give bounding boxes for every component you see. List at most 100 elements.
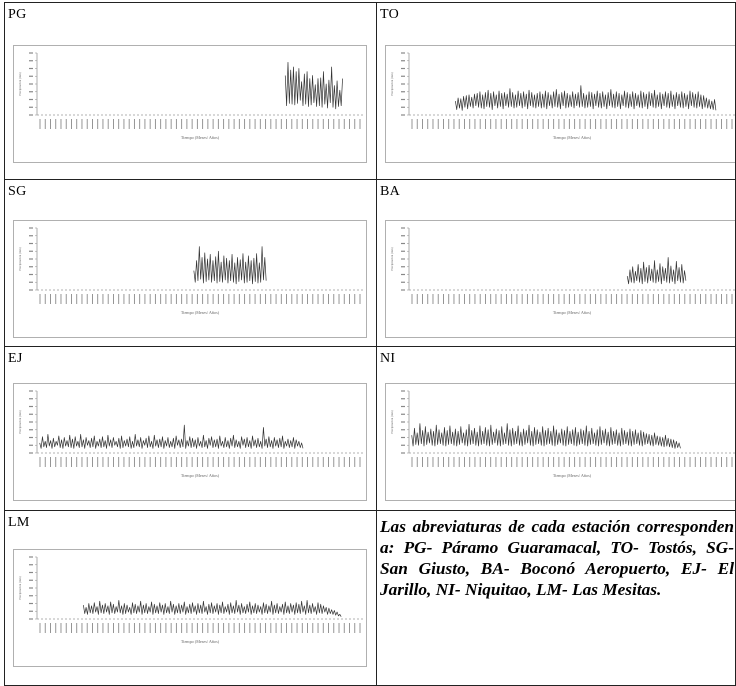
- y-tick-label: [29, 618, 33, 619]
- y-tick-label: [401, 406, 405, 407]
- y-tick-label: [401, 107, 405, 108]
- y-tick-label: [29, 437, 33, 438]
- y-axis-label: Precipitación (mm): [390, 72, 394, 95]
- y-tick-label: [29, 282, 33, 283]
- y-tick-label: [29, 227, 33, 228]
- chart-svg-lm: Precipitación (mm) Tiempo (Meses/ Años): [13, 549, 367, 667]
- y-tick-label: [29, 235, 33, 236]
- y-tick-label: [401, 282, 405, 283]
- y-tick-label: [29, 68, 33, 69]
- chart-svg-ej: Precipitación (mm) Tiempo (Meses/ Años): [13, 383, 367, 501]
- y-tick-label: [29, 289, 33, 290]
- cell-ba: BA Precipitación (mm) Tiempo (Meses/ Años…: [376, 179, 736, 347]
- y-axis-label: Precipitación (mm): [18, 410, 22, 433]
- y-tick-label: [401, 421, 405, 422]
- station-label-to: TO: [380, 7, 399, 23]
- y-tick-label: [29, 258, 33, 259]
- station-label-ni: NI: [380, 351, 395, 367]
- y-tick-label: [401, 414, 405, 415]
- y-tick-label: [29, 595, 33, 596]
- y-tick-label: [29, 398, 33, 399]
- y-axis-label: Precipitación (mm): [390, 247, 394, 270]
- y-tick-label: [29, 429, 33, 430]
- y-tick-label: [401, 258, 405, 259]
- y-tick-label: [401, 235, 405, 236]
- cell-to: TO Precipitación (mm) Tiempo (Meses/ Años…: [376, 2, 736, 180]
- y-tick-label: [401, 429, 405, 430]
- y-tick-label: [29, 83, 33, 84]
- chart-svg-to: Precipitación (mm) Tiempo (Meses/ Años): [385, 45, 736, 163]
- y-tick-label: [401, 52, 405, 53]
- y-axis-label: Precipitación (mm): [18, 72, 22, 95]
- y-tick-label: [29, 243, 33, 244]
- y-tick-label: [29, 572, 33, 573]
- y-tick-label: [401, 60, 405, 61]
- y-tick-label: [401, 83, 405, 84]
- y-tick-label: [29, 390, 33, 391]
- chart-pg: Precipitación (mm) Tiempo (Meses/ Años): [13, 45, 367, 163]
- y-tick-label: [29, 580, 33, 581]
- y-tick-label: [401, 266, 405, 267]
- plot-frame: [14, 221, 367, 338]
- figure-table: PG Precipitación (mm) Tiempo (Meses/ Años…: [4, 2, 736, 682]
- y-tick-label: [29, 587, 33, 588]
- y-tick-label: [401, 68, 405, 69]
- x-axis-label: Tiempo (Meses/ Años): [553, 135, 592, 140]
- station-label-pg: PG: [8, 7, 27, 23]
- y-tick-label: [401, 437, 405, 438]
- chart-ej: Precipitación (mm) Tiempo (Meses/ Años): [13, 383, 367, 501]
- y-tick-label: [401, 289, 405, 290]
- y-tick-label: [29, 107, 33, 108]
- y-tick-label: [29, 274, 33, 275]
- y-axis-label: Precipitación (mm): [390, 410, 394, 433]
- x-axis-label: Tiempo (Meses/ Años): [181, 473, 220, 478]
- y-tick-label: [401, 445, 405, 446]
- cell-pg: PG Precipitación (mm) Tiempo (Meses/ Años…: [4, 2, 377, 180]
- y-tick-label: [401, 398, 405, 399]
- cell-lm: LM Precipitación (mm)Tiempo (Meses/ Años…: [4, 510, 377, 686]
- y-tick-label: [29, 114, 33, 115]
- y-tick-label: [29, 452, 33, 453]
- station-label-ba: BA: [380, 184, 400, 200]
- chart-svg-ba: Precipitación (mm) Tiempo (Meses/ Años): [385, 220, 736, 338]
- chart-to: Precipitación (mm) Tiempo (Meses/ Años): [385, 45, 736, 163]
- y-tick-label: [29, 52, 33, 53]
- y-tick-label: [29, 60, 33, 61]
- y-tick-label: [401, 251, 405, 252]
- y-tick-label: [401, 243, 405, 244]
- station-label-sg: SG: [8, 184, 27, 200]
- y-tick-label: [29, 406, 33, 407]
- chart-ba: Precipitación (mm) Tiempo (Meses/ Años): [385, 220, 736, 338]
- chart-sg: Precipitación (mm) Tiempo (Meses/ Años): [13, 220, 367, 338]
- chart-svg-pg: Precipitación (mm) Tiempo (Meses/ Años): [13, 45, 367, 163]
- y-tick-label: [401, 99, 405, 100]
- chart-svg-sg: Precipitación (mm) Tiempo (Meses/ Años): [13, 220, 367, 338]
- abbreviations-note: Las abreviaturas de cada estación corres…: [380, 516, 734, 600]
- y-tick-label: [401, 114, 405, 115]
- y-tick-label: [401, 274, 405, 275]
- x-axis-label: Tiempo (Meses/ Años): [553, 310, 592, 315]
- y-tick-label: [29, 556, 33, 557]
- y-tick-label: [401, 452, 405, 453]
- y-tick-label: [29, 445, 33, 446]
- y-tick-label: [29, 421, 33, 422]
- y-tick-label: [29, 611, 33, 612]
- x-axis-label: Tiempo (Meses/ Años): [181, 310, 220, 315]
- y-axis-label: Precipitación (mm): [18, 247, 22, 270]
- plot-frame: [14, 46, 367, 163]
- y-axis-label: Precipitación (mm): [18, 576, 22, 599]
- y-tick-label: [29, 266, 33, 267]
- station-label-ej: EJ: [8, 351, 23, 367]
- x-axis-label: Tiempo (Meses/ Años): [181, 135, 220, 140]
- y-tick-label: [29, 91, 33, 92]
- chart-ni: Precipitación (mm) Tiempo (Meses/ Años): [385, 383, 736, 501]
- x-axis-label: Tiempo (Meses/ Años): [553, 473, 592, 478]
- y-tick-label: [401, 76, 405, 77]
- chart-lm: Precipitación (mm) Tiempo (Meses/ Años): [13, 549, 367, 667]
- cell-ni: NI Precipitación (mm) Tiempo (Meses/ Años…: [376, 346, 736, 511]
- y-tick-label: [401, 91, 405, 92]
- x-axis-label: Tiempo (Meses/ Años): [181, 639, 220, 644]
- y-tick-label: [29, 564, 33, 565]
- y-tick-label: [401, 390, 405, 391]
- y-tick-label: [29, 99, 33, 100]
